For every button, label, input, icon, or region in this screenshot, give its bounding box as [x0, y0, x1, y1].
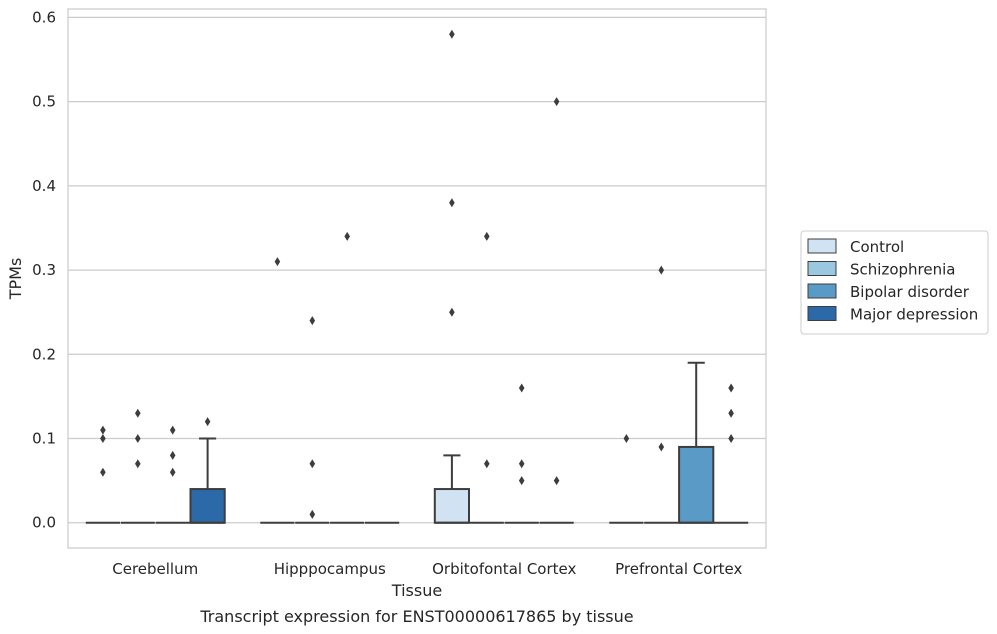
legend-swatch: [807, 306, 837, 321]
box: [433, 488, 471, 524]
outlier-point: [449, 198, 455, 208]
outlier-point: [309, 509, 316, 519]
legend-label: Major depression: [850, 306, 978, 324]
legend: Control Schizophrenia Bipolar disorder Majo…: [800, 230, 989, 335]
legend-swatch: [807, 261, 837, 276]
outlier-point: [623, 434, 630, 444]
outlier-point: [169, 425, 176, 435]
y-tick-label: 0.2: [32, 345, 56, 363]
outlier-point: [518, 476, 525, 486]
box-bipolar-disorder: [504, 383, 539, 524]
y-axis-label: TPMs: [6, 258, 25, 301]
outlier-point: [484, 231, 490, 241]
outlier-point: [658, 442, 665, 452]
outlier-point: [135, 434, 141, 444]
y-axis: 0.0 0.1 0.2 0.3 0.4 0.5 0.6: [32, 8, 56, 531]
box-control: [609, 434, 644, 524]
outlier-point: [553, 476, 560, 486]
box-bipolar-disorder: [330, 231, 365, 524]
box-major-depression: [189, 417, 226, 524]
box-schizophrenia: [120, 408, 155, 524]
legend-frame: [800, 230, 989, 335]
gridlines: [68, 16, 766, 524]
outlier-point: [518, 383, 525, 393]
y-tick-label: 0.0: [32, 514, 56, 532]
outlier-point: [309, 316, 316, 326]
y-tick-label: 0.1: [32, 430, 56, 448]
outlier-point: [728, 434, 734, 444]
x-tick-label: Hipppocampus: [274, 560, 386, 578]
data-layer: [85, 29, 749, 524]
y-tick-label: 0.6: [32, 8, 56, 26]
plot-area-frame: [67, 8, 767, 549]
x-tick-label: Cerebellum: [112, 560, 198, 578]
outlier-point: [169, 467, 176, 477]
x-tick-label: Orbitofontal Cortex: [432, 560, 576, 578]
outlier-point: [658, 265, 665, 275]
box-bipolar-disorder: [678, 361, 715, 524]
box-schizophrenia: [469, 231, 504, 524]
box: [189, 488, 226, 524]
legend-label: Control: [850, 238, 904, 256]
legend-swatch: [807, 283, 837, 299]
outlier-point: [100, 434, 106, 444]
outlier-point: [728, 383, 734, 393]
outlier-point: [100, 467, 106, 477]
box-schizophrenia: [295, 316, 330, 524]
outlier-point: [553, 97, 560, 107]
legend-label: Schizophrenia: [850, 261, 955, 279]
y-tick-label: 0.5: [32, 93, 56, 111]
y-tick-label: 0.4: [32, 177, 56, 195]
x-axis-label: Tissue: [391, 581, 442, 600]
outlier-point: [484, 459, 490, 469]
outlier-point: [309, 459, 316, 469]
legend-label: Bipolar disorder: [850, 283, 970, 301]
outlier-point: [204, 417, 211, 427]
outlier-point: [135, 408, 141, 418]
box-control: [260, 257, 295, 524]
outlier-point: [449, 29, 455, 39]
x-tick-label: Prefrontal Cortex: [615, 560, 742, 578]
outlier-point: [100, 425, 106, 435]
outlier-point: [344, 231, 350, 241]
outlier-point: [135, 459, 141, 469]
chart-caption: Transcript expression for ENST0000061786…: [199, 607, 633, 626]
box-bipolar-disorder: [155, 425, 190, 524]
box-control: [433, 29, 471, 524]
x-axis: Cerebellum Hipppocampus Orbitofontal Corte…: [112, 560, 742, 578]
outlier-point: [728, 408, 734, 418]
outlier-point: [449, 307, 455, 317]
box-schizophrenia: [644, 265, 679, 524]
box-major-depression: [713, 383, 749, 524]
y-tick-label: 0.3: [32, 261, 56, 279]
outlier-point: [274, 257, 281, 267]
box-control: [85, 425, 121, 524]
outlier-point: [169, 450, 176, 460]
outlier-point: [518, 459, 525, 469]
box: [678, 445, 715, 524]
box-major-depression: [539, 97, 574, 524]
legend-swatch: [807, 238, 837, 254]
